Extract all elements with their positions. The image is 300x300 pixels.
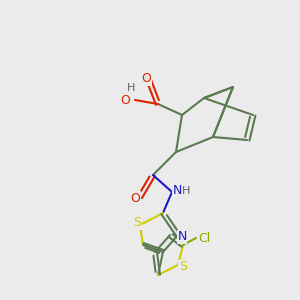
Text: H: H bbox=[127, 83, 135, 93]
Text: N: N bbox=[172, 184, 182, 196]
Text: Cl: Cl bbox=[198, 232, 210, 244]
Text: O: O bbox=[120, 94, 130, 106]
Text: S: S bbox=[179, 260, 187, 274]
Text: H: H bbox=[182, 186, 190, 196]
Text: N: N bbox=[177, 230, 187, 244]
Text: S: S bbox=[133, 217, 141, 230]
Text: O: O bbox=[130, 191, 140, 205]
Text: O: O bbox=[141, 73, 151, 85]
